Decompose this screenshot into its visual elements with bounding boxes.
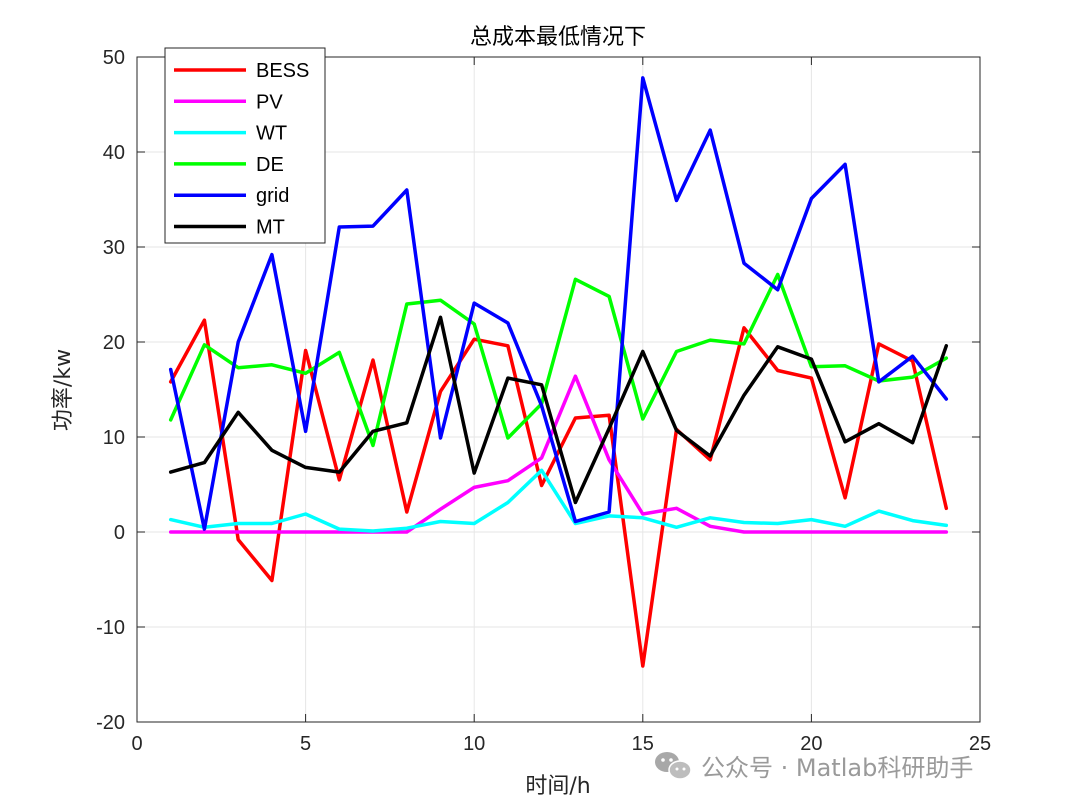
y-tick-label: 50 [103, 47, 125, 69]
x-tick-label: 0 [131, 733, 142, 755]
legend-label-wt: WT [256, 123, 287, 145]
x-tick-label: 5 [300, 733, 311, 755]
series-line-bess [168, 318, 949, 668]
tick-labels: 0 5 10 15 20 25 -20 -10 0 10 20 30 40 50 [96, 47, 991, 755]
legend-label-bess: BESS [256, 60, 309, 82]
y-tick-label: 20 [103, 332, 125, 354]
ticks [136, 56, 981, 723]
y-tick-label: 30 [103, 237, 125, 259]
watermark: 公众号 · Matlab科研助手 [655, 752, 973, 782]
legend: BESS PV WT DE grid MT [164, 47, 326, 244]
x-tick-label: 20 [800, 733, 822, 755]
legend-box [164, 47, 326, 244]
watermark-text: 公众号 · Matlab科研助手 [701, 754, 973, 782]
series-line-wt [168, 468, 949, 533]
y-tick-label: -10 [96, 617, 125, 639]
x-axis-title: 时间/h [525, 774, 590, 799]
x-tick-label: 25 [969, 733, 991, 755]
series-line-pv [168, 374, 949, 534]
legend-label-grid: grid [256, 185, 289, 207]
legend-label-mt: MT [256, 217, 285, 239]
series-line-de [168, 272, 949, 448]
series-layer [168, 76, 949, 668]
series-line-mt [168, 315, 949, 505]
x-tick-label: 15 [632, 733, 654, 755]
y-tick-label: 0 [114, 522, 125, 544]
chart-title: 总成本最低情况下 [470, 25, 646, 50]
legend-label-pv: PV [256, 91, 283, 113]
series-line-grid [168, 76, 949, 531]
y-tick-label: 10 [103, 427, 125, 449]
legend-label-de: DE [256, 154, 284, 176]
y-tick-label: 40 [103, 142, 125, 164]
wechat-icon [655, 752, 692, 780]
y-axis-title: 功率/kw [51, 349, 76, 431]
plot-frame [136, 56, 981, 723]
y-tick-label: -20 [96, 712, 125, 734]
x-tick-label: 10 [463, 733, 485, 755]
